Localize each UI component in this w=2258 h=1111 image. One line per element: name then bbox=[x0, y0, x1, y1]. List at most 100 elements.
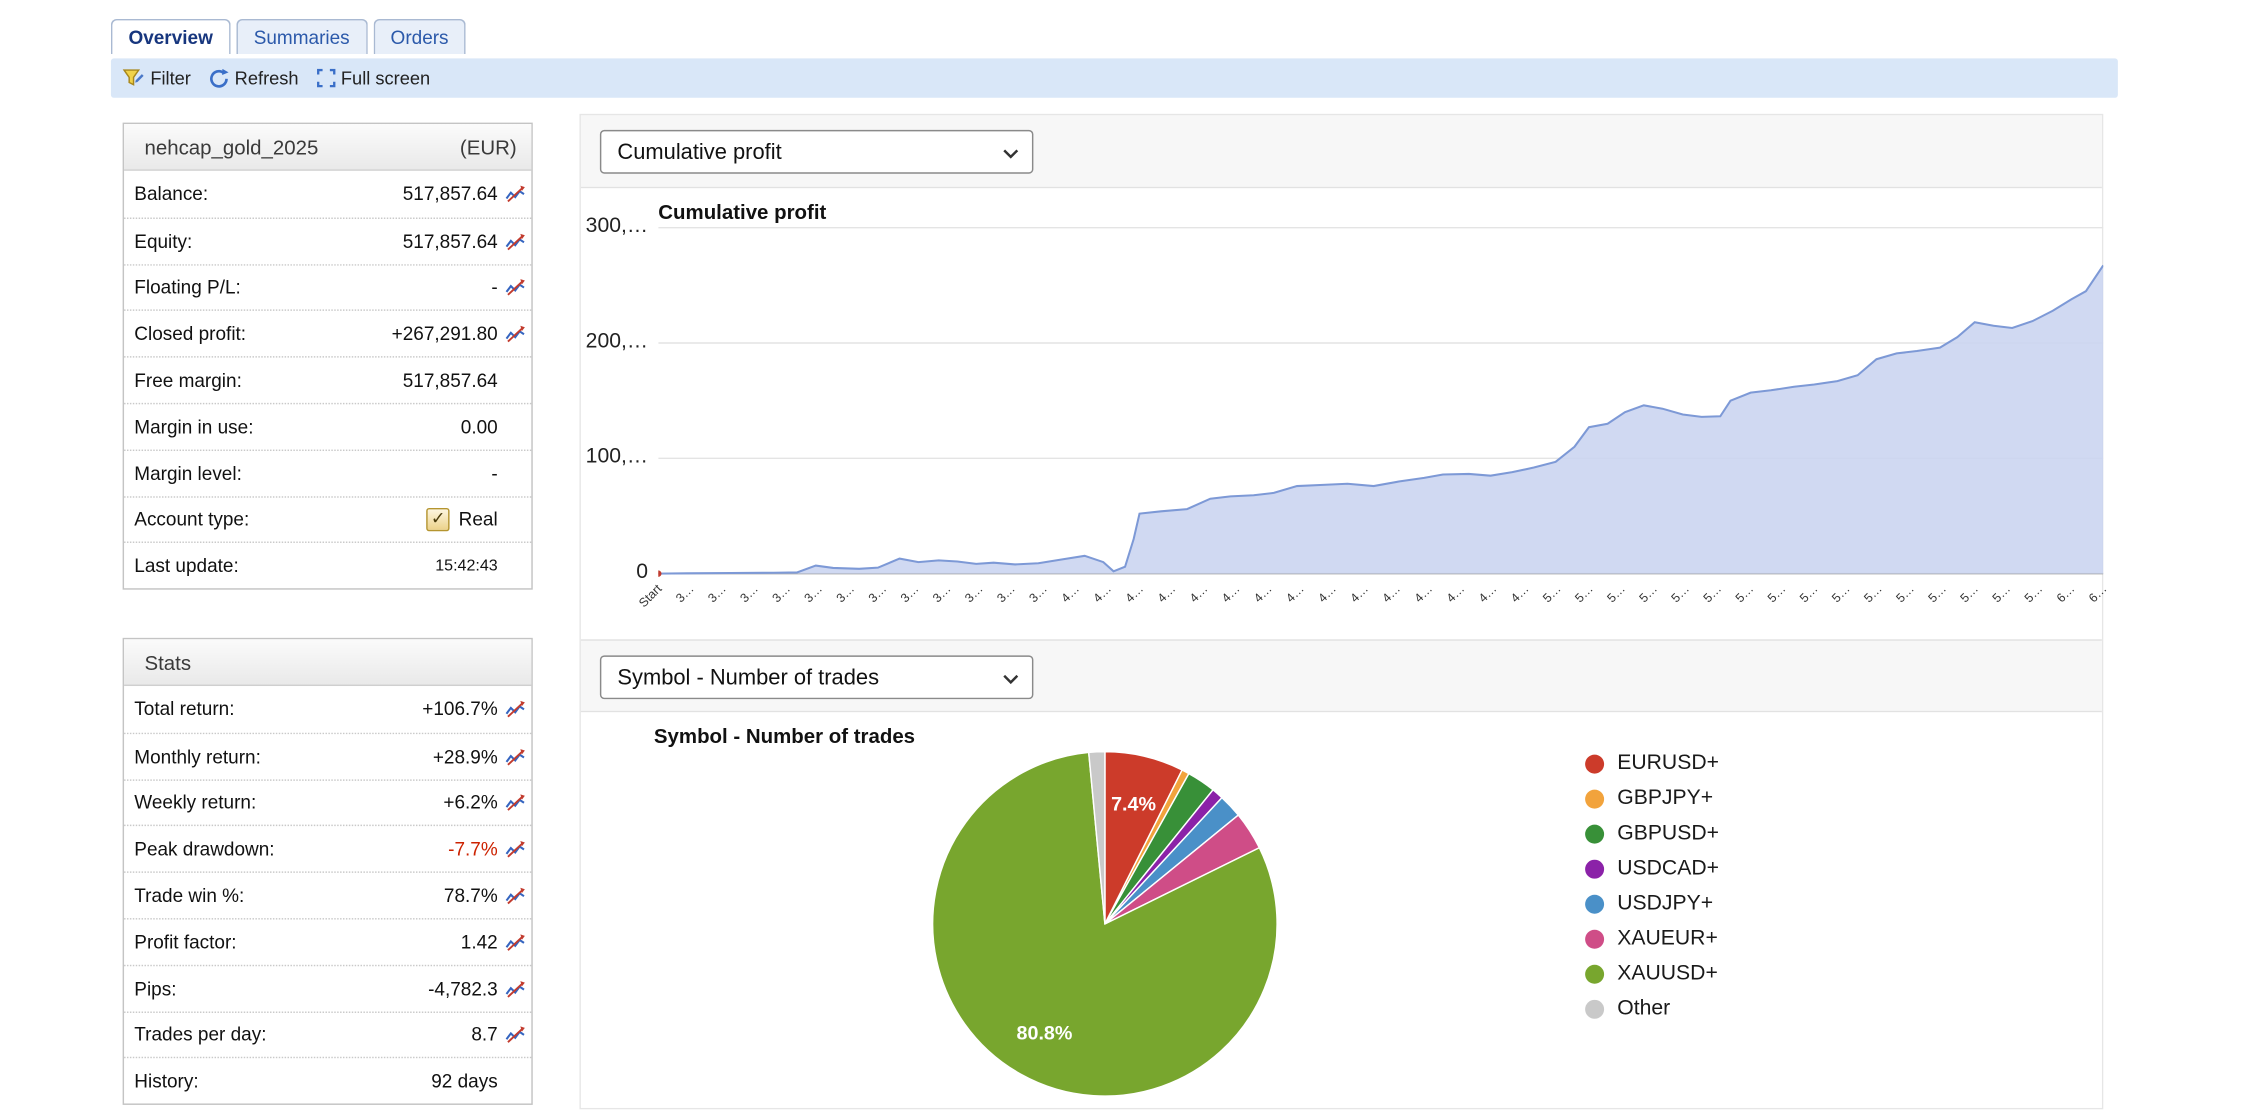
chart-start-marker bbox=[658, 570, 662, 577]
legend-item[interactable]: USDCAD+ bbox=[1585, 851, 1719, 886]
legend-item[interactable]: USDJPY+ bbox=[1585, 886, 1719, 921]
stats-card-rows: Total return: +106.7% Monthly return: +28.9… bbox=[124, 686, 532, 1104]
card-row: Pips: -4,782.3 bbox=[124, 964, 532, 1010]
card-row: Equity: 517,857.64 bbox=[124, 217, 532, 263]
refresh-icon bbox=[208, 68, 229, 88]
row-label: Peak drawdown: bbox=[134, 838, 275, 861]
legend-color-dot bbox=[1585, 858, 1605, 878]
symbol-trades-chart: Symbol - Number of trades 7.4% 80.8% EURU… bbox=[580, 712, 2102, 1108]
row-value: 0.00 bbox=[460, 415, 498, 438]
row-value: 8.7 bbox=[471, 1023, 498, 1046]
area-y-labels: 300,… 200,… 100,… 0 bbox=[581, 188, 651, 639]
card-row: Floating P/L: - bbox=[124, 263, 532, 310]
legend-item[interactable]: XAUUSD+ bbox=[1585, 956, 1719, 991]
fullscreen-icon bbox=[316, 68, 335, 88]
pie-slice-xauusd[interactable] bbox=[931, 751, 1278, 1097]
legend-label: GBPUSD+ bbox=[1617, 821, 1719, 846]
mini-chart-icon[interactable] bbox=[502, 700, 525, 719]
card-row: Closed profit: +267,291.80 bbox=[124, 310, 532, 356]
row-value: +106.7% bbox=[422, 698, 498, 721]
card-row: Trades per day: 8.7 bbox=[124, 1010, 532, 1057]
row-value: 15:42:43 bbox=[435, 557, 498, 575]
mini-chart-icon[interactable] bbox=[502, 933, 525, 952]
account-card: nehcap_gold_2025 (EUR) Balance: 517,857.6… bbox=[122, 122, 533, 590]
cumulative-profit-chart: Cumulative profit 300,… 200,… 100,… 0 Start… bbox=[580, 188, 2110, 640]
mini-chart-icon[interactable] bbox=[502, 184, 525, 203]
mini-chart-icon[interactable] bbox=[502, 278, 525, 297]
fullscreen-label: Full screen bbox=[340, 67, 431, 89]
legend-item[interactable]: XAUEUR+ bbox=[1585, 921, 1719, 956]
legend-color-dot bbox=[1585, 823, 1605, 843]
card-row: Weekly return: +6.2% bbox=[124, 778, 532, 825]
tab-bar: Overview Summaries Orders bbox=[110, 18, 467, 55]
row-value: Real bbox=[458, 508, 498, 531]
pie-slice-other[interactable] bbox=[1087, 750, 1106, 924]
row-value: -7.7% bbox=[448, 838, 498, 861]
legend-label: USDJPY+ bbox=[1617, 891, 1714, 916]
symbol-trades-title: Symbol - Number of trades bbox=[653, 723, 916, 748]
card-row: Peak drawdown: -7.7% bbox=[124, 825, 532, 871]
stats-title: Stats bbox=[144, 650, 192, 674]
real-account-checkbox-icon: ✓ bbox=[426, 507, 450, 532]
legend-item[interactable]: EURUSD+ bbox=[1585, 746, 1719, 781]
row-value: +267,291.80 bbox=[391, 322, 498, 345]
y-axis-label: 200,… bbox=[585, 329, 649, 354]
legend-label: XAUUSD+ bbox=[1617, 961, 1718, 986]
legend-item[interactable]: GBPUSD+ bbox=[1585, 816, 1719, 851]
cumulative-profit-header: Cumulative profit bbox=[580, 115, 2102, 189]
mini-chart-icon[interactable] bbox=[502, 747, 525, 766]
tab-summaries[interactable]: Summaries bbox=[236, 18, 368, 55]
refresh-button[interactable]: Refresh bbox=[208, 67, 299, 89]
legend-item[interactable]: Other bbox=[1585, 991, 1719, 1026]
mini-chart-icon[interactable] bbox=[502, 324, 525, 343]
row-label: Equity: bbox=[134, 230, 193, 253]
card-row: Balance: 517,857.64 bbox=[124, 171, 531, 217]
legend-item[interactable]: GBPJPY+ bbox=[1585, 781, 1719, 816]
symbol-trades-header: Symbol - Number of trades bbox=[580, 639, 2102, 713]
chevron-down-icon bbox=[1003, 139, 1019, 164]
pie-slice-label: 7.4% bbox=[1111, 794, 1156, 816]
filter-button[interactable]: Filter bbox=[122, 68, 191, 88]
card-row: Total return: +106.7% bbox=[124, 686, 531, 732]
row-label: Profit factor: bbox=[134, 931, 237, 953]
row-value: 517,857.64 bbox=[402, 183, 498, 205]
row-label: Margin in use: bbox=[134, 415, 254, 438]
y-axis-label: 100,… bbox=[585, 445, 649, 469]
area-x-labels: Start 3… 3… 3… 3… 3… 3… 3… 3… 3… 3… 3… 3… 4… 4… 4… 4… 4… 4… bbox=[636, 577, 2110, 635]
row-label: Account type: bbox=[134, 508, 250, 531]
card-row: Trade win %: 78.7% bbox=[124, 871, 532, 918]
chart-type-select[interactable]: Cumulative profit bbox=[599, 129, 1034, 174]
card-row: History: 92 days bbox=[124, 1057, 532, 1103]
tab-orders[interactable]: Orders bbox=[373, 18, 467, 55]
mini-chart-icon[interactable] bbox=[502, 1025, 525, 1044]
refresh-label: Refresh bbox=[234, 67, 299, 89]
legend-label: USDCAD+ bbox=[1617, 856, 1719, 881]
cumulative-profit-svg bbox=[658, 226, 2104, 577]
account-card-rows: Balance: 517,857.64 Equity: 517,857.64 Float… bbox=[124, 171, 532, 589]
row-value: -4,782.3 bbox=[428, 977, 498, 1000]
row-value: - bbox=[491, 276, 498, 299]
legend-label: Other bbox=[1617, 996, 1671, 1021]
mini-chart-icon[interactable] bbox=[502, 886, 525, 905]
mini-chart-icon[interactable] bbox=[502, 793, 525, 812]
stats-card-header: Stats bbox=[124, 639, 532, 687]
row-value: 517,857.64 bbox=[402, 369, 498, 392]
tab-overview[interactable]: Overview bbox=[110, 18, 231, 55]
row-label: Closed profit: bbox=[134, 322, 247, 345]
mini-chart-icon[interactable] bbox=[502, 979, 525, 998]
charts-panel: Cumulative profit Cumulative profit 300,… bbox=[579, 113, 2110, 1110]
legend-color-dot bbox=[1585, 894, 1605, 913]
account-currency: (EUR) bbox=[459, 135, 517, 159]
y-axis-label: 0 bbox=[636, 560, 649, 584]
card-row: Account type: ✓ Real bbox=[124, 495, 532, 542]
legend-label: EURUSD+ bbox=[1617, 751, 1719, 776]
mini-chart-icon[interactable] bbox=[502, 840, 525, 859]
row-value: 92 days bbox=[431, 1070, 498, 1093]
chart-type-select-value: Cumulative profit bbox=[617, 139, 782, 165]
mini-chart-icon[interactable] bbox=[502, 232, 525, 251]
row-value: +28.9% bbox=[432, 745, 498, 768]
pie-type-select[interactable]: Symbol - Number of trades bbox=[599, 655, 1034, 700]
fullscreen-button[interactable]: Full screen bbox=[316, 68, 430, 88]
card-row: Margin in use: 0.00 bbox=[124, 402, 532, 449]
